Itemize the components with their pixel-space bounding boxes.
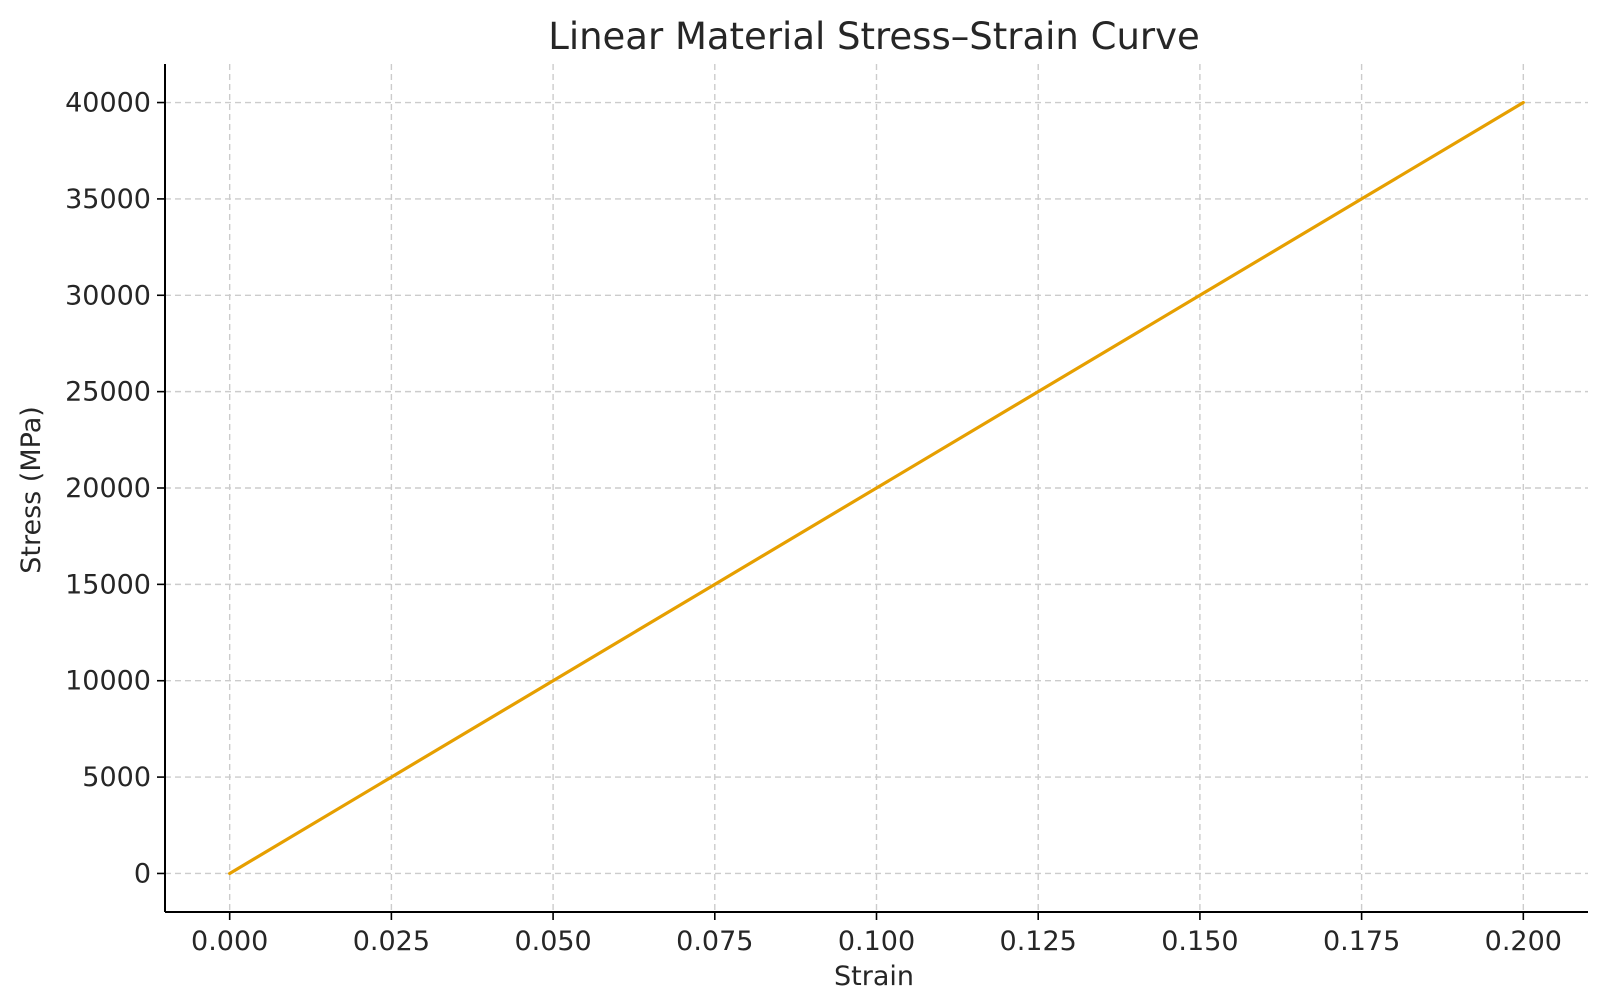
ticks: 0.000 0.025 0.050 0.075 0.100 0.125 0.150 0.175… <box>65 88 1562 957</box>
x-tick-label: 0.075 <box>676 926 753 957</box>
y-tick-label: 0 <box>134 858 151 889</box>
series-layer <box>228 100 1525 876</box>
y-tick-label: 25000 <box>65 377 151 408</box>
x-tick-label: 0.100 <box>838 926 915 957</box>
series-line <box>228 100 1525 876</box>
y-tick-label: 35000 <box>65 184 151 215</box>
y-axis-label: Stress (MPa) <box>16 406 47 574</box>
y-tick-label: 40000 <box>65 88 151 119</box>
x-tick-label: 0.200 <box>1485 926 1562 957</box>
x-tick-label: 0.025 <box>353 926 430 957</box>
chart-title: Linear Material Stress–Strain Curve <box>548 15 1200 58</box>
x-tick-label: 0.050 <box>514 926 591 957</box>
y-tick-label: 30000 <box>65 280 151 311</box>
y-tick-label: 15000 <box>65 569 151 600</box>
y-tick-label: 10000 <box>65 666 151 697</box>
x-tick-label: 0.150 <box>1161 926 1238 957</box>
y-tick-label: 5000 <box>82 762 151 793</box>
y-tick-label: 20000 <box>65 473 151 504</box>
x-axis-label: Strain <box>834 961 914 992</box>
x-tick-label: 0.175 <box>1323 926 1400 957</box>
x-tick-label: 0.000 <box>191 926 268 957</box>
x-tick-label: 0.125 <box>1000 926 1077 957</box>
grid <box>165 64 1588 912</box>
